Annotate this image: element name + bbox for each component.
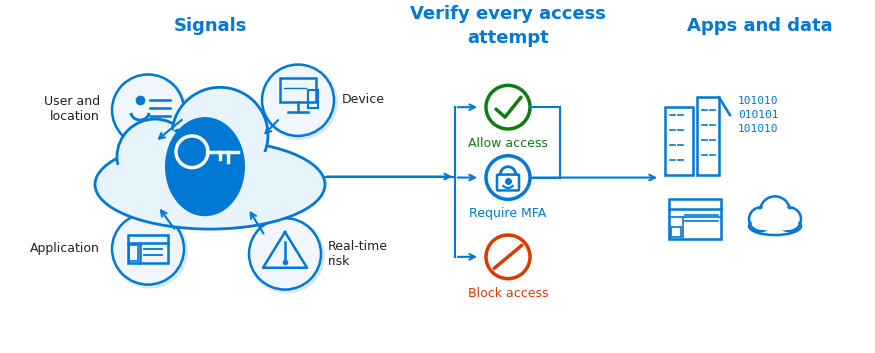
Ellipse shape (95, 140, 325, 229)
Circle shape (751, 209, 771, 229)
Text: Real-time
risk: Real-time risk (328, 240, 388, 268)
Ellipse shape (752, 217, 798, 231)
Text: Allow access: Allow access (468, 137, 548, 150)
Circle shape (249, 218, 325, 294)
Circle shape (249, 218, 321, 289)
Circle shape (762, 198, 788, 224)
Text: 101010
010101
101010: 101010 010101 101010 (738, 96, 779, 134)
Circle shape (112, 74, 188, 150)
Circle shape (178, 93, 262, 176)
Circle shape (112, 213, 184, 285)
Circle shape (157, 127, 227, 196)
Text: Apps and data: Apps and data (687, 17, 833, 35)
Text: Block access: Block access (468, 287, 549, 300)
Circle shape (172, 87, 268, 183)
Circle shape (112, 74, 184, 146)
Text: Application: Application (30, 243, 100, 256)
Circle shape (262, 65, 334, 136)
Circle shape (117, 119, 193, 195)
Circle shape (163, 133, 221, 190)
Text: Verify every access
attempt: Verify every access attempt (410, 5, 606, 47)
Text: Device: Device (342, 93, 385, 106)
Circle shape (262, 65, 338, 140)
Circle shape (185, 145, 199, 159)
Circle shape (779, 209, 799, 229)
Text: User and
location: User and location (44, 95, 100, 123)
Ellipse shape (165, 117, 245, 216)
Circle shape (123, 125, 187, 189)
Ellipse shape (105, 147, 315, 216)
Circle shape (112, 213, 188, 288)
Text: Require MFA: Require MFA (469, 207, 547, 220)
Text: Signals: Signals (173, 17, 247, 35)
